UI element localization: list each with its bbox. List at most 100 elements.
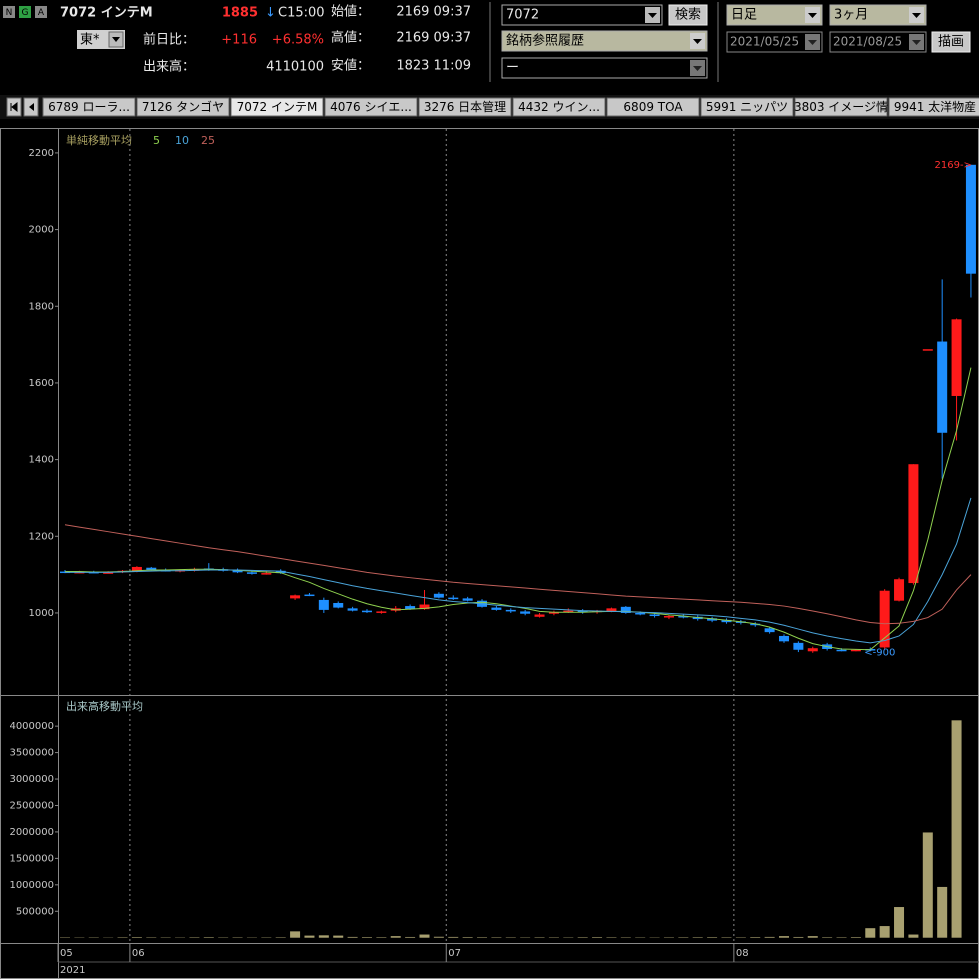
- candle-body: [361, 610, 372, 613]
- y-tick-label: 2200: [29, 148, 54, 159]
- volume-bar: [692, 937, 703, 938]
- year-label: 2021: [60, 965, 85, 976]
- candle-body: [246, 572, 257, 574]
- y-tick-label: 3500000: [9, 748, 54, 759]
- volume-bar: [290, 931, 301, 938]
- ma-line: [64, 524, 972, 625]
- period-select[interactable]: [726, 4, 823, 26]
- code-input[interactable]: [501, 4, 663, 26]
- tab-label: 3276 日本管理: [424, 99, 506, 114]
- market-value: 東*: [80, 32, 100, 48]
- tab[interactable]: [794, 97, 888, 117]
- candle-body: [922, 349, 933, 351]
- dropdown-arrow: [112, 37, 120, 42]
- tab[interactable]: [418, 97, 512, 117]
- search-label: 検索: [675, 8, 701, 23]
- from-date[interactable]: [726, 31, 823, 53]
- y-tick-label: 3000000: [9, 774, 54, 785]
- candle-body: [304, 594, 315, 597]
- candle-body: [750, 623, 761, 626]
- legend-entry: 25: [201, 134, 215, 147]
- volume-bar: [951, 720, 962, 938]
- candle-body: [333, 602, 344, 608]
- y-tick-label: 1800: [29, 301, 54, 312]
- icon-box[interactable]: [19, 6, 31, 18]
- to-date-value: 2021/08/25: [833, 35, 902, 49]
- y-tick-label: 1200: [29, 531, 54, 542]
- volume-value: 4110100: [266, 60, 324, 75]
- volume-bar: [390, 936, 401, 938]
- history-select[interactable]: [501, 30, 708, 52]
- y-tick-label: 500000: [16, 906, 54, 917]
- candle-body: [577, 610, 588, 613]
- candle-body: [779, 635, 789, 642]
- to-date[interactable]: [829, 31, 927, 53]
- candle-body: [103, 572, 114, 574]
- volume-bar: [707, 937, 718, 938]
- x-tick-label: 08: [736, 948, 749, 959]
- candle-body: [937, 341, 948, 433]
- candle-body: [606, 608, 617, 612]
- candle-body: [520, 611, 531, 614]
- legend-entry: 10: [175, 134, 189, 147]
- tab[interactable]: [700, 97, 794, 117]
- icon-box[interactable]: [3, 6, 15, 18]
- sub-select[interactable]: [501, 57, 708, 79]
- tabs: 6789 ローラ... 7126 タンゴヤ 7072 インテM 4076 シイエ...…: [42, 97, 979, 117]
- candle-body: [721, 619, 732, 623]
- dropdown-arrow: [693, 39, 702, 44]
- tab[interactable]: [42, 97, 136, 117]
- search-button[interactable]: [668, 4, 708, 26]
- y-tick-label: 1000: [29, 608, 54, 619]
- x-tick-label: 05: [60, 948, 73, 959]
- tab[interactable]: [136, 97, 230, 117]
- high-label: 高値：: [331, 30, 370, 46]
- draw-button[interactable]: [931, 31, 971, 53]
- y-tick-label: 1000000: [9, 880, 54, 891]
- volume-bar: [879, 926, 890, 938]
- candle-body: [764, 628, 775, 633]
- y-tick-label: 2500000: [9, 800, 54, 811]
- x-tick-label: 07: [448, 948, 461, 959]
- tab-prev-icon: [29, 103, 34, 111]
- open-label: 始値：: [331, 4, 370, 20]
- dropdown-arrow: [912, 40, 921, 45]
- volume-bar: [347, 936, 358, 938]
- range-select[interactable]: [829, 4, 927, 26]
- volume-bar: [361, 937, 372, 938]
- change-value: +116: [221, 33, 257, 48]
- tab[interactable]: [324, 97, 418, 117]
- plot: 1000 1200 1400 1600 1800 2000 2200 500000 100000…: [9, 129, 976, 962]
- candle-body: [663, 616, 674, 618]
- candle-body: [563, 610, 574, 613]
- volume-label: 出来高：: [143, 59, 195, 75]
- volume-panel: [0, 695, 979, 944]
- tab[interactable]: [606, 97, 700, 117]
- candle-body: [879, 590, 890, 648]
- volume-bar: [750, 937, 761, 938]
- candle-body: [894, 579, 905, 601]
- tab[interactable]: [512, 97, 606, 117]
- dropdown-arrow: [693, 66, 702, 71]
- candle-body: [951, 319, 962, 396]
- volume-bar: [908, 934, 919, 938]
- icon-box[interactable]: [35, 6, 47, 18]
- candle-body: [275, 570, 286, 574]
- change-label: 前日比：: [143, 32, 195, 48]
- volume-bar: [577, 937, 588, 938]
- icon-label: N: [6, 8, 13, 18]
- from-date-value: 2021/05/25: [730, 35, 799, 49]
- tab[interactable]: [230, 97, 324, 117]
- change-percent: +6.58%: [272, 33, 324, 48]
- volume-bar: [850, 937, 861, 938]
- volume-bar: [764, 936, 775, 938]
- price-arrow: ↓: [265, 6, 276, 21]
- tab[interactable]: [888, 97, 979, 117]
- tab-label: 6789 ローラ...: [48, 100, 130, 114]
- candle-body: [419, 604, 430, 610]
- y-tick-label: 2000: [29, 225, 54, 236]
- candle-body: [462, 598, 473, 601]
- current-price: 1885: [222, 6, 258, 21]
- tab-label: 6809 TOA: [623, 100, 683, 114]
